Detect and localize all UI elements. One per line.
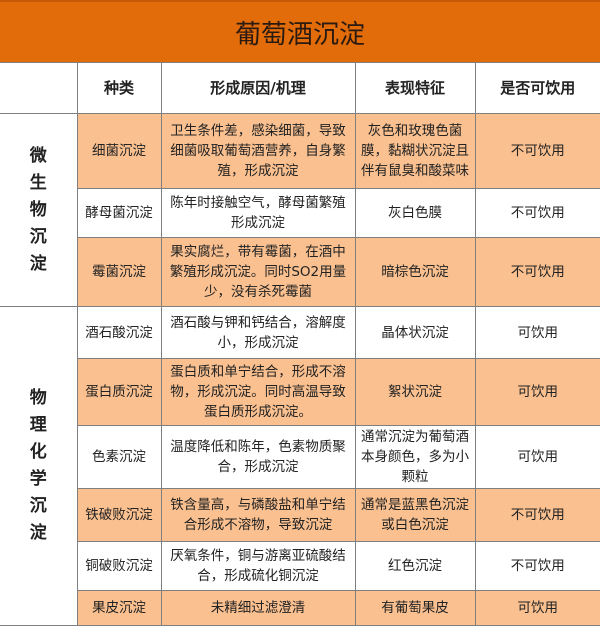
table-row: 蛋白质沉淀 蛋白质和单宁结合，形成不溶物，形成沉淀。同时高温导致蛋白质形成沉淀。絮… bbox=[0, 358, 600, 426]
drinkable-cell: 不可饮用 bbox=[474, 188, 600, 238]
header-drinkable: 是否可饮用 bbox=[474, 62, 600, 114]
drinkable-cell: 不可饮用 bbox=[474, 541, 600, 591]
feature-cell: 通常是蓝黑色沉淀或白色沉淀 bbox=[354, 488, 476, 542]
table-row: 酵母菌沉淀 陈年时接触空气，酵母菌繁殖形成沉淀 灰白色膜 不可饮用 bbox=[0, 188, 600, 238]
category-label: 微生物沉淀 bbox=[29, 145, 47, 274]
reason-cell: 未精细过滤澄清 bbox=[160, 590, 356, 626]
type-cell: 细菌沉淀 bbox=[76, 113, 162, 189]
table-row: 果皮沉淀 未精细过滤澄清 有葡萄果皮 可饮用 bbox=[0, 590, 600, 626]
category-label: 物理化学沉淀 bbox=[29, 388, 47, 543]
type-cell: 霉菌沉淀 bbox=[76, 237, 162, 307]
type-cell: 果皮沉淀 bbox=[76, 590, 162, 626]
table-title: 葡萄酒沉淀 bbox=[0, 0, 600, 62]
drinkable-cell: 不可饮用 bbox=[474, 237, 600, 307]
feature-cell: 暗棕色沉淀 bbox=[354, 237, 476, 307]
header-reason: 形成原因/机理 bbox=[160, 62, 356, 114]
reason-cell: 陈年时接触空气，酵母菌繁殖形成沉淀 bbox=[160, 188, 356, 238]
table-row: 铜破败沉淀 厌氧条件，铜与游离亚硫酸结合，形成硫化铜沉淀 红色沉淀 不可饮用 bbox=[0, 541, 600, 591]
header-category bbox=[0, 62, 78, 114]
drinkable-cell: 不可饮用 bbox=[474, 488, 600, 542]
reason-cell: 温度降低和陈年，色素物质聚合，形成沉淀 bbox=[160, 425, 356, 489]
type-cell: 铜破败沉淀 bbox=[76, 541, 162, 591]
category-cell: 物理化学沉淀 bbox=[0, 306, 78, 626]
reason-cell: 酒石酸与钾和钙结合，溶解度小，形成沉淀 bbox=[160, 306, 356, 359]
feature-cell: 灰色和玫瑰色菌膜，黏糊状沉淀且伴有鼠臭和酸菜味 bbox=[354, 113, 476, 189]
sediment-table: 种类 形成原因/机理 表现特征 是否可饮用 微生物沉淀 细菌沉淀 卫生条件差，感染细… bbox=[0, 62, 600, 626]
reason-cell: 蛋白质和单宁结合，形成不溶物，形成沉淀。同时高温导致蛋白质形成沉淀。 bbox=[160, 358, 356, 426]
reason-cell: 卫生条件差，感染细菌，导致细菌吸取葡萄酒营养，自身繁殖，形成沉淀 bbox=[160, 113, 356, 189]
feature-cell: 通常沉淀为葡萄酒本身颜色，多为小颗粒 bbox=[354, 425, 476, 489]
header-feature: 表现特征 bbox=[354, 62, 476, 114]
type-cell: 蛋白质沉淀 bbox=[76, 358, 162, 426]
type-cell: 酒石酸沉淀 bbox=[76, 306, 162, 359]
feature-cell: 灰白色膜 bbox=[354, 188, 476, 238]
table-row: 物理化学沉淀 酒石酸沉淀 酒石酸与钾和钙结合，溶解度小，形成沉淀 晶体状沉淀 可饮用 bbox=[0, 306, 600, 626]
feature-cell: 红色沉淀 bbox=[354, 541, 476, 591]
table-row: 霉菌沉淀 果实腐烂，带有霉菌，在酒中繁殖形成沉淀。同时SO2用量少，没有杀死霉菌暗… bbox=[0, 237, 600, 307]
drinkable-cell: 可饮用 bbox=[474, 358, 600, 426]
drinkable-cell: 可饮用 bbox=[474, 306, 600, 359]
table-row: 色素沉淀 温度降低和陈年，色素物质聚合，形成沉淀 通常沉淀为葡萄酒本身颜色，多为小颗… bbox=[0, 425, 600, 489]
category-cell: 微生物沉淀 bbox=[0, 113, 78, 307]
drinkable-cell: 可饮用 bbox=[474, 425, 600, 489]
feature-cell: 有葡萄果皮 bbox=[354, 590, 476, 626]
header-type: 种类 bbox=[76, 62, 162, 114]
header-row: 种类 形成原因/机理 表现特征 是否可饮用 bbox=[0, 62, 600, 114]
type-cell: 酵母菌沉淀 bbox=[76, 188, 162, 238]
feature-cell: 晶体状沉淀 bbox=[354, 306, 476, 359]
table-row: 微生物沉淀 细菌沉淀 卫生条件差，感染细菌，导致细菌吸取葡萄酒营养，自身繁殖，形成沉… bbox=[0, 113, 600, 307]
drinkable-cell: 不可饮用 bbox=[474, 113, 600, 189]
type-cell: 色素沉淀 bbox=[76, 425, 162, 489]
drinkable-cell: 可饮用 bbox=[474, 590, 600, 626]
reason-cell: 果实腐烂，带有霉菌，在酒中繁殖形成沉淀。同时SO2用量少，没有杀死霉菌 bbox=[160, 237, 356, 307]
type-cell: 铁破败沉淀 bbox=[76, 488, 162, 542]
feature-cell: 絮状沉淀 bbox=[354, 358, 476, 426]
table-row: 铁破败沉淀 铁含量高，与磷酸盐和单宁结合形成不溶物，导致沉淀 通常是蓝黑色沉淀或白色… bbox=[0, 488, 600, 542]
reason-cell: 厌氧条件，铜与游离亚硫酸结合，形成硫化铜沉淀 bbox=[160, 541, 356, 591]
reason-cell: 铁含量高，与磷酸盐和单宁结合形成不溶物，导致沉淀 bbox=[160, 488, 356, 542]
